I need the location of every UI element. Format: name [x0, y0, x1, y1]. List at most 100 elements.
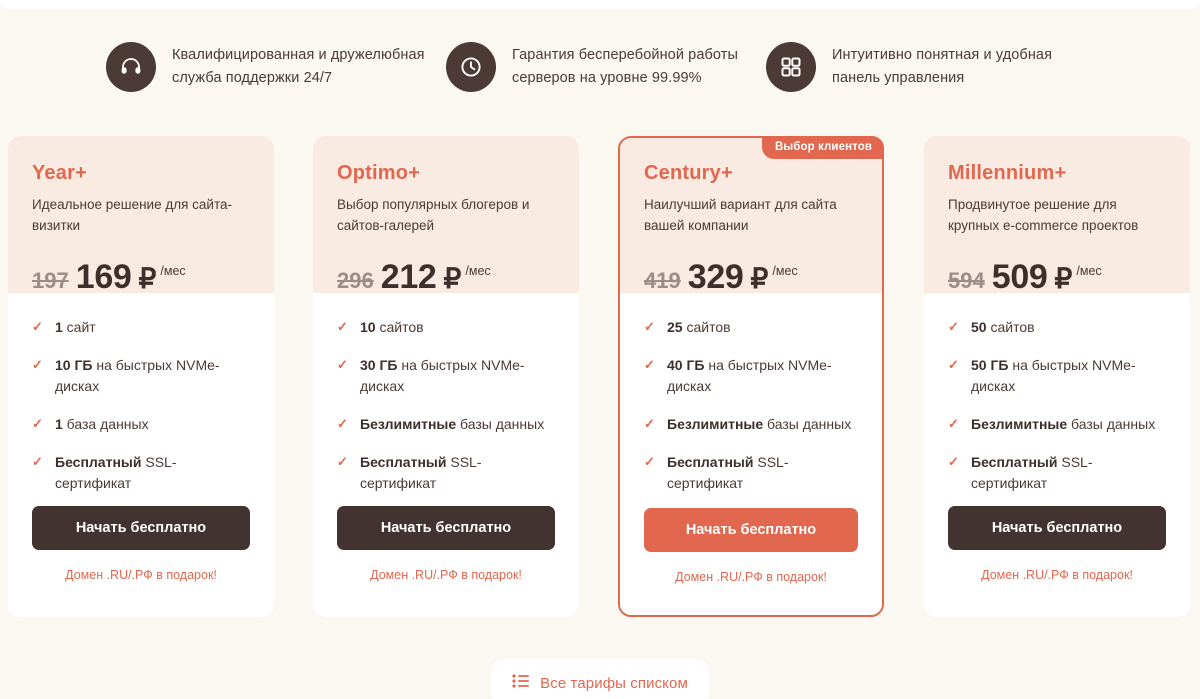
feature-rest: SSL-сертификат — [667, 453, 789, 492]
start-free-button[interactable]: Начать бесплатно — [32, 506, 250, 550]
start-free-button[interactable]: Начать бесплатно — [948, 506, 1166, 550]
feature-text: Интуитивно понятная и удобная панель упр… — [832, 46, 1053, 86]
feature-item-3: Интуитивно понятная и удобная панель упр… — [766, 42, 1096, 92]
all-plans-label: Все тарифы списком — [540, 674, 688, 692]
pricing-cards: Year+ Идеальное решение для сайта-визитки… — [0, 136, 1200, 618]
feature-rest: базы данных — [763, 416, 852, 433]
feature-rest: сайт — [62, 319, 96, 335]
popular-badge: Выбор клиентов — [761, 136, 884, 159]
plan-name: Optimo+ — [337, 162, 421, 184]
feature-list-item: ✓ Бесплатный SSL-сертификат — [948, 452, 1166, 495]
domain-gift-note: Домен .RU/.РФ в подарок! — [981, 568, 1133, 582]
price-period: /мес — [772, 264, 798, 279]
feature-list-item: ✓ 50 сайтов — [948, 317, 1166, 339]
feature-rest: сайтов — [375, 319, 424, 335]
feature-list: ✓ 50 сайтов ✓ 50 ГБ на быстрых NVMe-дисках ✓… — [948, 317, 1166, 495]
feature-text-wrap: 50 ГБ на быстрых NVMe-дисках — [971, 355, 1166, 398]
price-row: 197 169 ₽/мес — [32, 258, 250, 297]
plan-name: Year+ — [32, 162, 87, 184]
feature-highlight: 25 — [667, 319, 683, 335]
start-free-button[interactable]: Начать бесплатно — [644, 508, 858, 552]
all-plans-button[interactable]: Все тарифы списком — [491, 659, 709, 699]
feature-text-wrap: Безлимитные базы данных — [971, 414, 1155, 436]
feature-text-wrap: 1 сайт — [55, 317, 96, 339]
feature-text-wrap: 30 ГБ на быстрых NVMe-дисках — [360, 355, 555, 398]
headset-icon — [106, 42, 156, 92]
feature-rest: сайтов — [986, 319, 1035, 335]
feature-rest: базы данных — [456, 416, 545, 433]
feature-text-wrap: Безлимитные базы данных — [360, 414, 544, 436]
feature-rest: на быстрых NVMe-дисках — [55, 356, 220, 395]
feature-list-item: ✓ Бесплатный SSL-сертификат — [337, 452, 555, 495]
pricing-card-optimo-plus: Optimo+ Выбор популярных блогеров и сайто… — [313, 136, 579, 617]
feature-highlight: Бесплатный — [667, 453, 754, 470]
feature-highlight: Безлимитные — [971, 416, 1068, 433]
feature-text-wrap: 1 база данных — [55, 414, 149, 436]
feature-highlight: Бесплатный — [55, 453, 142, 470]
feature-text-wrap: Бесплатный SSL-сертификат — [360, 452, 555, 495]
feature-text-wrap: 40 ГБ на быстрых NVMe-дисках — [667, 355, 858, 398]
price-period: /мес — [1076, 264, 1102, 279]
price-row: 419 329 ₽/мес — [644, 258, 858, 297]
plan-description: Наилучший вариант для сайта вашей компан… — [644, 197, 837, 234]
check-icon: ✓ — [337, 453, 348, 469]
feature-list-item: ✓ 10 сайтов — [337, 317, 555, 339]
feature-text: Гарантия бесперебойной работы серверов н… — [512, 46, 739, 86]
check-icon: ✓ — [337, 319, 348, 334]
card-header: Year+ Идеальное решение для сайта-визитки… — [8, 136, 274, 296]
feature-highlight: 10 ГБ — [55, 356, 93, 373]
feature-highlight: Безлимитные — [360, 416, 457, 433]
feature-rest: база данных — [62, 416, 149, 433]
check-icon: ✓ — [644, 416, 655, 432]
pricing-card-century-plus: Century+ Наилучший вариант для сайта ваше… — [618, 136, 884, 617]
price-new: 212 — [380, 258, 437, 297]
card-header: Optimo+ Выбор популярных блогеров и сайто… — [313, 136, 579, 296]
feature-list-item: ✓ 30 ГБ на быстрых NVMe-дисках — [337, 355, 555, 398]
feature-text: Квалифицированная и дружелюбная служба п… — [172, 46, 425, 86]
price-currency: ₽ — [443, 263, 462, 295]
feature-list-item: ✓ 10 ГБ на быстрых NVMe-дисках — [32, 355, 250, 398]
feature-text-wrap: Бесплатный SSL-сертификат — [55, 452, 250, 495]
clock-icon — [446, 42, 496, 92]
feature-list-item: ✓ Безлимитные базы данных — [948, 414, 1166, 436]
check-icon: ✓ — [337, 416, 348, 432]
feature-text-wrap: 25 сайтов — [667, 317, 731, 339]
card-header: Century+ Наилучший вариант для сайта ваше… — [620, 138, 882, 296]
domain-gift-note: Домен .RU/.РФ в подарок! — [370, 568, 522, 582]
check-icon: ✓ — [948, 416, 959, 432]
feature-list-item: ✓ 40 ГБ на быстрых NVMe-дисках — [644, 355, 858, 398]
list-icon — [512, 673, 530, 693]
plan-name: Millennium+ — [948, 162, 1067, 184]
feature-highlight: Бесплатный — [360, 453, 447, 470]
card-inner: Year+ Идеальное решение для сайта-визитки… — [8, 136, 274, 617]
feature-item-1: Квалифицированная и дружелюбная служба п… — [106, 42, 446, 92]
feature-text-wrap: Бесплатный SSL-сертификат — [667, 452, 858, 495]
check-icon: ✓ — [337, 356, 348, 372]
price-new: 329 — [687, 258, 744, 297]
feature-rest: SSL-сертификат — [971, 453, 1093, 492]
check-icon: ✓ — [32, 356, 43, 372]
check-icon: ✓ — [644, 319, 655, 334]
pricing-card-millennium-plus: Millennium+ Продвинутое решение для крупн… — [924, 136, 1190, 617]
feature-highlight: 40 ГБ — [667, 356, 705, 373]
feature-highlight: 30 ГБ — [360, 356, 398, 373]
check-icon: ✓ — [32, 319, 43, 334]
pricing-card-year-plus: Year+ Идеальное решение для сайта-визитки… — [8, 136, 274, 617]
feature-rest: на быстрых NVMe-дисках — [971, 356, 1136, 395]
check-icon: ✓ — [948, 453, 959, 469]
feature-list-item: ✓ Безлимитные базы данных — [337, 414, 555, 436]
card-inner: Millennium+ Продвинутое решение для крупн… — [924, 136, 1190, 617]
card-body: ✓ 10 сайтов ✓ 30 ГБ на быстрых NVMe-дисках ✓… — [313, 293, 579, 617]
price-currency: ₽ — [138, 263, 157, 295]
feature-highlight: 1 — [55, 319, 63, 335]
feature-list: ✓ 1 сайт ✓ 10 ГБ на быстрых NVMe-дисках ✓ 1 б… — [32, 317, 250, 495]
start-free-button[interactable]: Начать бесплатно — [337, 506, 555, 550]
domain-gift-note: Домен .RU/.РФ в подарок! — [65, 568, 217, 582]
feature-list-item: ✓ 50 ГБ на быстрых NVMe-дисках — [948, 355, 1166, 398]
feature-text-wrap: Бесплатный SSL-сертификат — [971, 452, 1166, 495]
card-body: ✓ 1 сайт ✓ 10 ГБ на быстрых NVMe-дисках ✓ 1 б… — [8, 293, 274, 617]
check-icon: ✓ — [32, 453, 43, 469]
features-strip: Квалифицированная и дружелюбная служба п… — [0, 42, 1200, 92]
check-icon: ✓ — [644, 453, 655, 469]
